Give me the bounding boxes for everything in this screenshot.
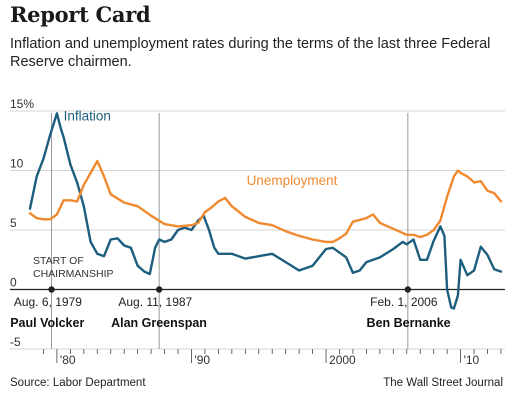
- chairman-name: Ben Bernanke: [367, 316, 451, 330]
- y-tick-label: 10: [10, 157, 24, 171]
- chart-subtitle: Inflation and unemployment rates during …: [10, 36, 491, 70]
- x-tick-label: 2000: [329, 353, 356, 367]
- y-tick-label: -5: [10, 335, 21, 349]
- unemployment-line: [28, 159, 503, 244]
- chairman-name: Alan Greenspan: [111, 316, 207, 330]
- x-tick-label: '10: [464, 353, 480, 367]
- y-tick-label: 15%: [10, 97, 34, 111]
- x-tick-label: '80: [60, 353, 76, 367]
- inflation-line: [28, 112, 503, 310]
- chairman-start-dot: [155, 286, 163, 293]
- unemployment-label: Unemployment: [247, 173, 338, 188]
- chairman-start-dot: [48, 286, 55, 293]
- source-note: Source: Labor Department: [10, 377, 146, 389]
- start-note-line-2: CHAIRMANSHIP: [33, 268, 114, 280]
- inflation-label: Inflation: [64, 109, 111, 124]
- chairman-start-date: Aug. 11, 1987: [118, 295, 192, 309]
- chairman-start-date: Feb. 1, 2006: [370, 295, 438, 309]
- chairman-name: Paul Volcker: [10, 316, 84, 330]
- chart-title: Report Card: [10, 2, 151, 27]
- x-tick-label: '90: [194, 353, 210, 367]
- publisher-credit: The Wall Street Journal: [383, 377, 503, 389]
- y-tick-label: 0: [10, 276, 17, 290]
- start-note-line-1: START OF: [33, 255, 84, 267]
- chairman-start-dot: [404, 286, 412, 293]
- y-tick-label: 5: [10, 216, 17, 230]
- chairman-start-date: Aug. 6, 1979: [14, 295, 82, 309]
